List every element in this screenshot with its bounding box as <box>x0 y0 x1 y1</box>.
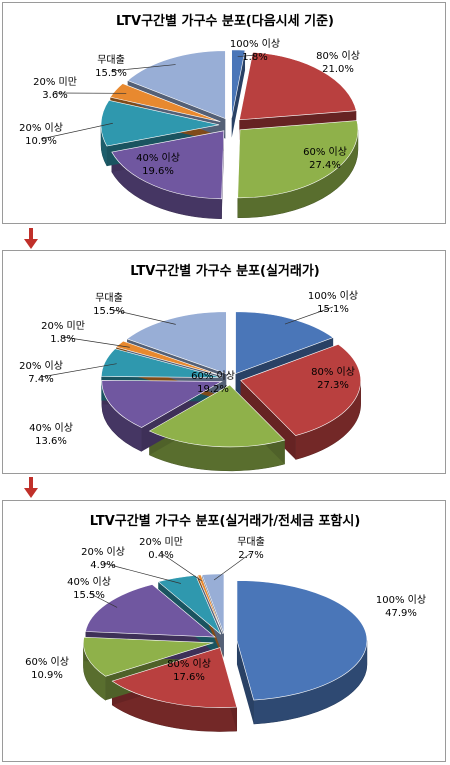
slice-label-무대출: 무대출 <box>95 292 123 304</box>
slice-100-이상 <box>236 580 368 701</box>
slice-cut-100-이상 <box>236 640 254 725</box>
slice-value-20-이상: 7.4% <box>28 374 53 385</box>
slice-value-무대출: 15.5% <box>95 68 127 79</box>
chart-title: LTV구간별 가구수 분포(실거래가) <box>130 263 320 279</box>
slice-value-40-이상: 19.6% <box>142 166 174 177</box>
leader-line-무대출 <box>110 64 176 72</box>
pie-chart-3: LTV구간별 가구수 분포(실거래가/전세금 포함시) 100% 이상 47.9%… <box>25 513 426 732</box>
slice-20-미만 <box>197 574 224 635</box>
slice-value-40-이상: 13.6% <box>35 436 67 447</box>
slice-value-40-이상: 15.5% <box>73 590 105 601</box>
slice-100-이상 <box>231 49 246 118</box>
leader-line-40-이상 <box>88 592 118 608</box>
slice-label-20-미만: 20% 미만 <box>139 536 183 548</box>
slice-40-이상 <box>101 380 223 428</box>
slice-20-이상 <box>157 575 222 635</box>
chart-panel-1: LTV구간별 가구수 분포(다음시세 기준) 100% 이상 1.8% 80% 이상… <box>2 2 446 224</box>
leader-line-무대출 <box>108 308 176 325</box>
slice-value-20-미만: 3.6% <box>42 90 67 101</box>
slice-label-60-이상: 60% 이상 <box>303 146 347 158</box>
leader-line-무대출 <box>213 552 252 581</box>
down-arrow-icon <box>24 228 38 249</box>
slice-value-무대출: 15.5% <box>93 306 125 317</box>
slice-label-20-미만: 20% 미만 <box>33 76 77 88</box>
slice-80-이상 <box>240 343 361 436</box>
slice-80-이상 <box>239 51 357 121</box>
leader-line-100-이상 <box>237 54 256 58</box>
slice-value-60-이상: 19.2% <box>197 384 229 395</box>
leader-line-20-미만 <box>160 552 202 582</box>
slice-value-80-이상: 17.6% <box>173 672 205 683</box>
slice-label-40-이상: 40% 이상 <box>67 576 111 588</box>
slice-무대출 <box>127 50 226 120</box>
chart-panel-2: LTV구간별 가구수 분포(실거래가) 100% 이상 15.1% 80% 이상 27… <box>2 250 446 474</box>
slice-20-미만 <box>115 340 223 377</box>
slice-value-60-이상: 27.4% <box>309 160 341 171</box>
chart-title: LTV구간별 가구수 분포(다음시세 기준) <box>116 13 334 29</box>
slice-label-80-이상: 80% 이상 <box>311 366 355 378</box>
slice-value-무대출: 2.7% <box>238 550 263 561</box>
slice-label-40-이상: 40% 이상 <box>136 152 180 164</box>
slice-20-이상 <box>100 99 220 147</box>
slice-label-100-이상: 100% 이상 <box>308 290 358 302</box>
slice-label-20-이상: 20% 이상 <box>19 360 63 372</box>
slice-label-20-이상: 20% 이상 <box>81 546 125 558</box>
slice-label-100-이상: 100% 이상 <box>376 594 426 606</box>
slice-value-20-이상: 10.9% <box>25 136 57 147</box>
leader-line-100-이상 <box>284 306 334 325</box>
slice-value-20-미만: 1.8% <box>50 334 75 345</box>
slice-60-이상 <box>237 120 359 199</box>
slice-value-100-이상: 15.1% <box>317 304 349 315</box>
slice-20-이상 <box>101 348 222 378</box>
slice-label-100-이상: 100% 이상 <box>230 38 280 50</box>
slice-value-20-미만: 0.4% <box>148 550 173 561</box>
slice-80-이상 <box>111 647 238 708</box>
leader-line-20-이상 <box>102 562 181 584</box>
slice-label-20-이상: 20% 이상 <box>19 122 63 134</box>
slice-무대출 <box>201 573 225 634</box>
slice-100-이상 <box>235 311 334 375</box>
slice-value-100-이상: 1.8% <box>242 52 267 63</box>
slice-label-40-이상: 40% 이상 <box>29 422 73 434</box>
leader-line-20-이상 <box>40 122 113 140</box>
slice-value-80-이상: 27.3% <box>317 380 349 391</box>
slice-label-80-이상: 80% 이상 <box>167 658 211 670</box>
leader-line-20-이상 <box>40 363 117 378</box>
slice-value-100-이상: 47.9% <box>385 608 417 619</box>
slice-무대출 <box>126 311 227 375</box>
down-arrow-icon <box>24 477 38 498</box>
chart-panel-3: LTV구간별 가구수 분포(실거래가/전세금 포함시) 100% 이상 47.9%… <box>2 500 446 762</box>
leader-line-20-미만 <box>62 336 130 348</box>
slice-value-80-이상: 21.0% <box>322 64 354 75</box>
slice-label-60-이상: 60% 이상 <box>25 656 69 668</box>
slice-label-80-이상: 80% 이상 <box>316 50 360 62</box>
pie-chart-2: LTV구간별 가구수 분포(실거래가) 100% 이상 15.1% 80% 이상 27… <box>19 263 361 472</box>
slice-40-이상 <box>85 584 216 638</box>
slice-label-무대출: 무대출 <box>97 54 125 66</box>
slice-label-20-미만: 20% 미만 <box>41 320 85 332</box>
slice-60-이상 <box>83 636 214 677</box>
slice-60-이상 <box>148 384 286 448</box>
slice-label-60-이상: 60% 이상 <box>191 370 235 382</box>
slice-value-20-이상: 4.9% <box>90 560 115 571</box>
slice-label-무대출: 무대출 <box>237 536 265 548</box>
slice-cut-100-이상 <box>231 50 246 138</box>
slice-value-60-이상: 10.9% <box>31 670 63 681</box>
slice-20-미만 <box>109 83 221 122</box>
pie-chart-1: LTV구간별 가구수 분포(다음시세 기준) 100% 이상 1.8% 80% 이상… <box>19 13 360 220</box>
chart-title: LTV구간별 가구수 분포(실거래가/전세금 포함시) <box>90 513 361 529</box>
slice-40-이상 <box>111 130 225 200</box>
